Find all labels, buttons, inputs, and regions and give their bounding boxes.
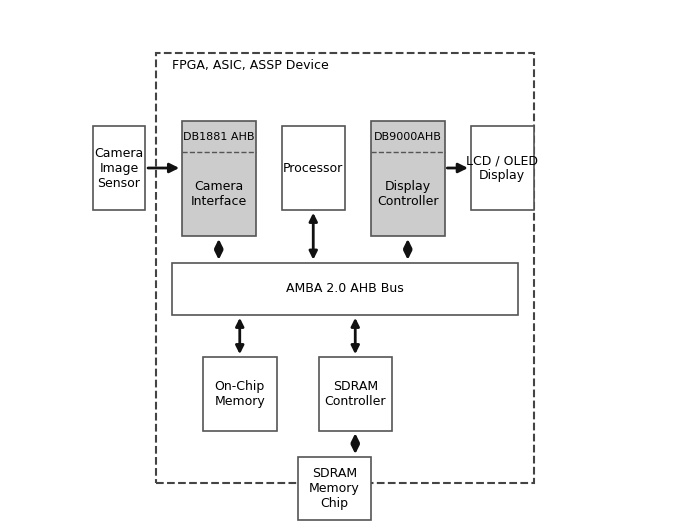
Text: DB1881 AHB: DB1881 AHB <box>183 131 255 142</box>
FancyBboxPatch shape <box>281 126 344 210</box>
Text: On-Chip
Memory: On-Chip Memory <box>214 380 265 408</box>
Text: LCD / OLED
Display: LCD / OLED Display <box>466 154 538 182</box>
Text: DB9000AHB: DB9000AHB <box>374 131 442 142</box>
Text: FPGA, ASIC, ASSP Device: FPGA, ASIC, ASSP Device <box>172 59 328 72</box>
Text: Processor: Processor <box>283 162 344 174</box>
FancyBboxPatch shape <box>298 457 371 520</box>
FancyBboxPatch shape <box>92 126 146 210</box>
Text: Camera
Image
Sensor: Camera Image Sensor <box>94 146 144 190</box>
FancyBboxPatch shape <box>203 357 276 430</box>
FancyBboxPatch shape <box>172 262 518 315</box>
FancyBboxPatch shape <box>318 357 392 430</box>
FancyBboxPatch shape <box>470 126 533 210</box>
FancyBboxPatch shape <box>371 121 444 236</box>
Text: AMBA 2.0 AHB Bus: AMBA 2.0 AHB Bus <box>286 282 404 295</box>
Text: Display
Controller: Display Controller <box>377 180 438 208</box>
Text: SDRAM
Memory
Chip: SDRAM Memory Chip <box>309 467 360 510</box>
Text: SDRAM
Controller: SDRAM Controller <box>325 380 386 408</box>
FancyBboxPatch shape <box>182 121 256 236</box>
Text: Camera
Interface: Camera Interface <box>190 180 247 208</box>
